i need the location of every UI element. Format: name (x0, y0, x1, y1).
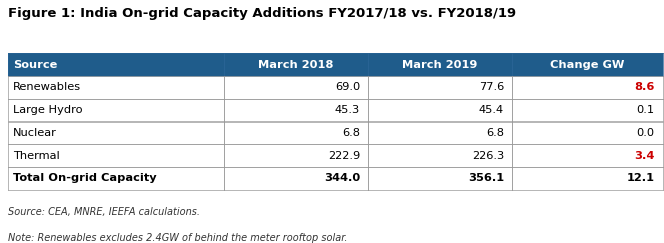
Text: 222.9: 222.9 (328, 150, 360, 161)
Text: Note: Renewables excludes 2.4GW of behind the meter rooftop solar.: Note: Renewables excludes 2.4GW of behin… (8, 233, 347, 243)
Bar (224, 76, 368, 99)
Text: Source: CEA, MNRE, IEEFA calculations.: Source: CEA, MNRE, IEEFA calculations. (8, 207, 200, 217)
Text: Source: Source (13, 60, 58, 70)
Text: 6.8: 6.8 (486, 128, 504, 138)
Bar (8, 53, 224, 76)
Text: 356.1: 356.1 (468, 173, 504, 183)
Bar (512, 144, 663, 167)
Bar (512, 167, 663, 190)
Bar (224, 99, 368, 122)
Text: March 2018: March 2018 (258, 60, 334, 70)
Bar (512, 99, 663, 122)
Bar (8, 167, 224, 190)
Text: Renewables: Renewables (13, 82, 82, 93)
Bar (8, 144, 224, 167)
Bar (368, 53, 512, 76)
Text: Total On-grid Capacity: Total On-grid Capacity (13, 173, 157, 183)
Text: 0.1: 0.1 (637, 105, 655, 115)
Text: Figure 1: India On-grid Capacity Additions FY2017/18 vs. FY2018/19: Figure 1: India On-grid Capacity Additio… (8, 7, 516, 20)
Bar (512, 76, 663, 99)
Bar (368, 122, 512, 144)
Bar (368, 144, 512, 167)
Bar (368, 167, 512, 190)
Bar (512, 122, 663, 144)
Bar (224, 144, 368, 167)
Bar (8, 99, 224, 122)
Bar (512, 53, 663, 76)
Bar (224, 53, 368, 76)
Bar (368, 76, 512, 99)
Bar (8, 122, 224, 144)
Text: 45.4: 45.4 (479, 105, 504, 115)
Text: 226.3: 226.3 (472, 150, 504, 161)
Bar (224, 167, 368, 190)
Text: 3.4: 3.4 (634, 150, 655, 161)
Text: 8.6: 8.6 (634, 82, 655, 93)
Text: 69.0: 69.0 (335, 82, 360, 93)
Text: 12.1: 12.1 (627, 173, 655, 183)
Text: 0.0: 0.0 (637, 128, 655, 138)
Text: 45.3: 45.3 (335, 105, 360, 115)
Bar (224, 122, 368, 144)
Text: Change GW: Change GW (550, 60, 625, 70)
Bar (368, 99, 512, 122)
Text: 6.8: 6.8 (342, 128, 360, 138)
Text: Nuclear: Nuclear (13, 128, 57, 138)
Text: Large Hydro: Large Hydro (13, 105, 83, 115)
Bar (8, 76, 224, 99)
Text: Thermal: Thermal (13, 150, 60, 161)
Text: 344.0: 344.0 (324, 173, 360, 183)
Text: 77.6: 77.6 (479, 82, 504, 93)
Text: March 2019: March 2019 (402, 60, 478, 70)
